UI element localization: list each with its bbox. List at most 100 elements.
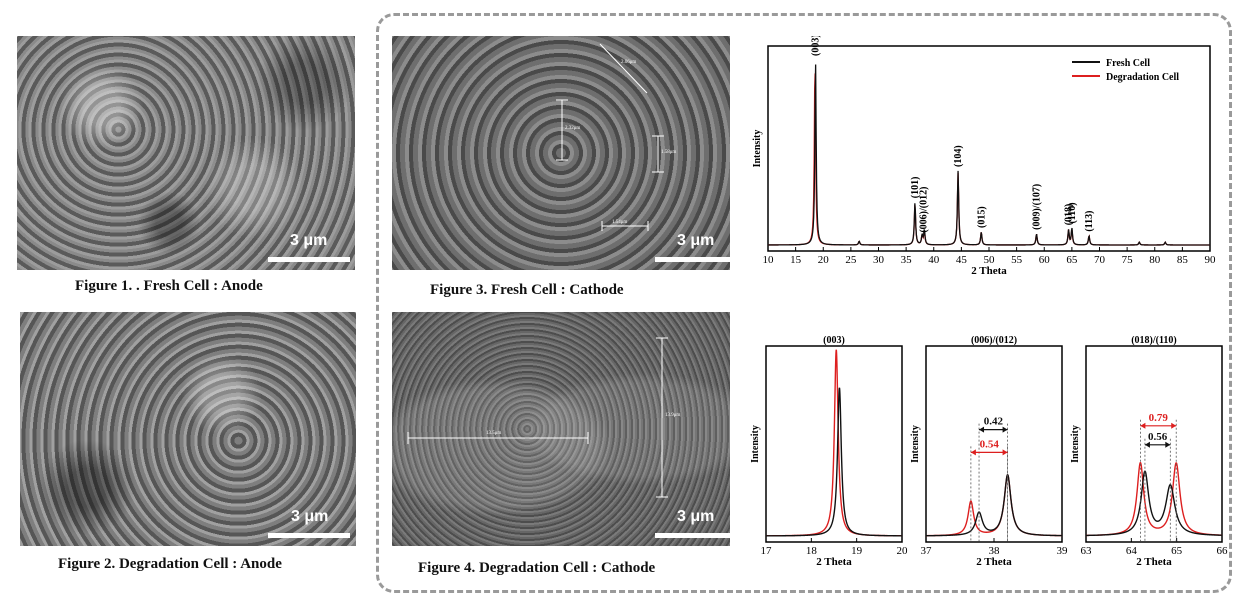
measurement-fig3-c: 1.58μm [661,150,676,155]
y-axis-label: Intensity [750,425,761,463]
series-line-degradation-cell [1086,461,1223,537]
peak-label: (113) [1084,211,1095,232]
x-tick-label: 20 [897,545,909,557]
width-label: 0.79 [1149,412,1169,424]
x-tick-label: 65 [1066,254,1078,266]
x-axis-label: 2 Theta [1136,556,1172,568]
scale-bar-fig3 [655,257,730,262]
x-tick-label: 90 [1205,254,1217,266]
series-line-fresh-cell [768,64,1210,246]
x-tick-label: 60 [1039,254,1051,266]
scale-label-fig1: 3 μm [290,232,328,249]
y-axis-label: Intensity [1070,425,1081,463]
x-tick-label: 64 [1126,545,1138,557]
peak-label: (015) [976,206,987,228]
x-tick-label: 85 [1177,254,1189,266]
x-tick-label: 35 [901,254,913,266]
peak-label: (018) [1064,204,1075,226]
plot-frame [1085,345,1223,543]
arrow-head [970,449,976,456]
x-tick-label: 80 [1149,254,1161,266]
xrd-zoom-018-110-chart: (018)/(110) 63 64 65 66 2 Theta Intensity 0.56 0… [1070,336,1229,568]
x-axis-label: 2 Theta [976,556,1012,568]
scale-label-fig4: 3 μm [677,508,715,525]
chart-title: (003) [823,336,845,346]
arrow-head [1002,426,1008,433]
arrow-head [979,426,985,433]
x-axis-label: 2 Theta [816,556,852,568]
caption-figure3: Figure 3. Fresh Cell : Cathode [430,282,624,298]
width-label: 0.42 [984,416,1004,428]
series-line-degradation-cell [768,73,1210,246]
width-label: 0.56 [1148,431,1168,443]
x-tick-label: 38 [989,545,1001,557]
scale-label-fig3: 3 μm [677,232,715,249]
peak-label: (110) [1067,202,1078,223]
measurement-fig3-a: 2.06μm [621,60,636,65]
x-tick-label: 65 [1171,545,1183,557]
scale-bar-fig1 [268,257,350,262]
series-line-fresh-cell [766,387,903,537]
plot-frame [765,345,903,543]
series-line-degradation-cell [926,474,1062,537]
x-tick-label: 39 [1057,545,1069,557]
x-tick-label: 37 [921,545,933,557]
sem-image-fresh-cathode: 2.06μm 2.32μm 1.58μm 1.54μm [392,36,730,270]
xrd-zoom-006-012-chart: (006)/(012) 37 38 39 2 Theta Intensity 0.42 0.5… [910,336,1069,568]
legend-entry: Fresh Cell [1106,58,1150,69]
x-tick-label: 55 [1011,254,1023,266]
arrow-head [1165,441,1171,448]
x-tick-label: 50 [984,254,996,266]
arrow-head [1144,441,1150,448]
x-tick-label: 70 [1094,254,1106,266]
x-tick-label: 25 [845,254,857,266]
x-axis-label: 2 Theta [971,265,1007,277]
caption-figure1: Figure 1. . Fresh Cell : Anode [75,278,263,294]
peak-label: (104) [953,145,964,167]
x-tick-label: 63 [1081,545,1093,557]
scale-bar-fig4 [655,533,730,538]
measurement-overlay-fig3: 2.06μm 2.32μm 1.58μm 1.54μm [556,43,676,231]
x-tick-label: 18 [806,545,818,557]
chart-title: (006)/(012) [971,336,1017,346]
sem-image-degradation-cathode: 13.5μm 13.9μm [392,312,730,546]
caption-figure4: Figure 4. Degradation Cell : Cathode [418,560,656,576]
x-tick-label: 20 [818,254,830,266]
x-tick-label: 30 [873,254,885,266]
xrd-full-pattern-chart: 10 15 20 25 30 35 40 45 50 55 60 65 70 75 80 85 90 2 Thet… [752,36,1217,277]
x-tick-label: 66 [1217,545,1229,557]
x-tick-label: 40 [928,254,940,266]
scale-bar-fig2 [268,533,350,538]
peak-label: (101) [910,177,921,199]
x-tick-label: 17 [761,545,773,557]
sem-image-fresh-anode [17,36,355,270]
caption-figure2: Figure 2. Degradation Cell : Anode [58,556,282,572]
x-tick-label: 10 [763,254,775,266]
peak-label: (003) [811,36,822,56]
x-tick-label: 75 [1122,254,1134,266]
x-tick-label: 15 [790,254,802,266]
width-label: 0.54 [980,438,1000,450]
xrd-zoom-003-chart: (003) 17 18 19 20 2 Theta Intensity [750,336,909,568]
x-tick-label: 45 [956,254,968,266]
series-line-degradation-cell [766,349,902,537]
measurement-fig4-b: 13.9μm [665,413,680,418]
series-line-fresh-cell [1085,470,1222,537]
peak-label: (009)/(107) [1032,184,1043,230]
scale-label-fig2: 3 μm [291,508,329,525]
y-axis-label: Intensity [752,130,763,168]
arrow-head [1171,422,1177,429]
dashed-frame [376,13,1232,593]
chart-title: (018)/(110) [1131,336,1177,346]
legend-entry: Degradation Cell [1106,72,1179,83]
arrow-head [1140,422,1146,429]
measurement-fig3-b: 2.32μm [565,126,580,131]
measurement-fig4-a: 13.5μm [486,431,501,436]
series-line-fresh-cell [926,473,1062,537]
sem-image-degradation-anode [20,312,356,546]
y-axis-label: Intensity [910,425,921,463]
x-tick-label: 19 [851,545,863,557]
peak-label: (006)/(012) [918,187,929,233]
measurement-fig3-d: 1.54μm [612,220,627,225]
measurement-overlay-fig4: 13.5μm 13.9μm [407,337,680,498]
